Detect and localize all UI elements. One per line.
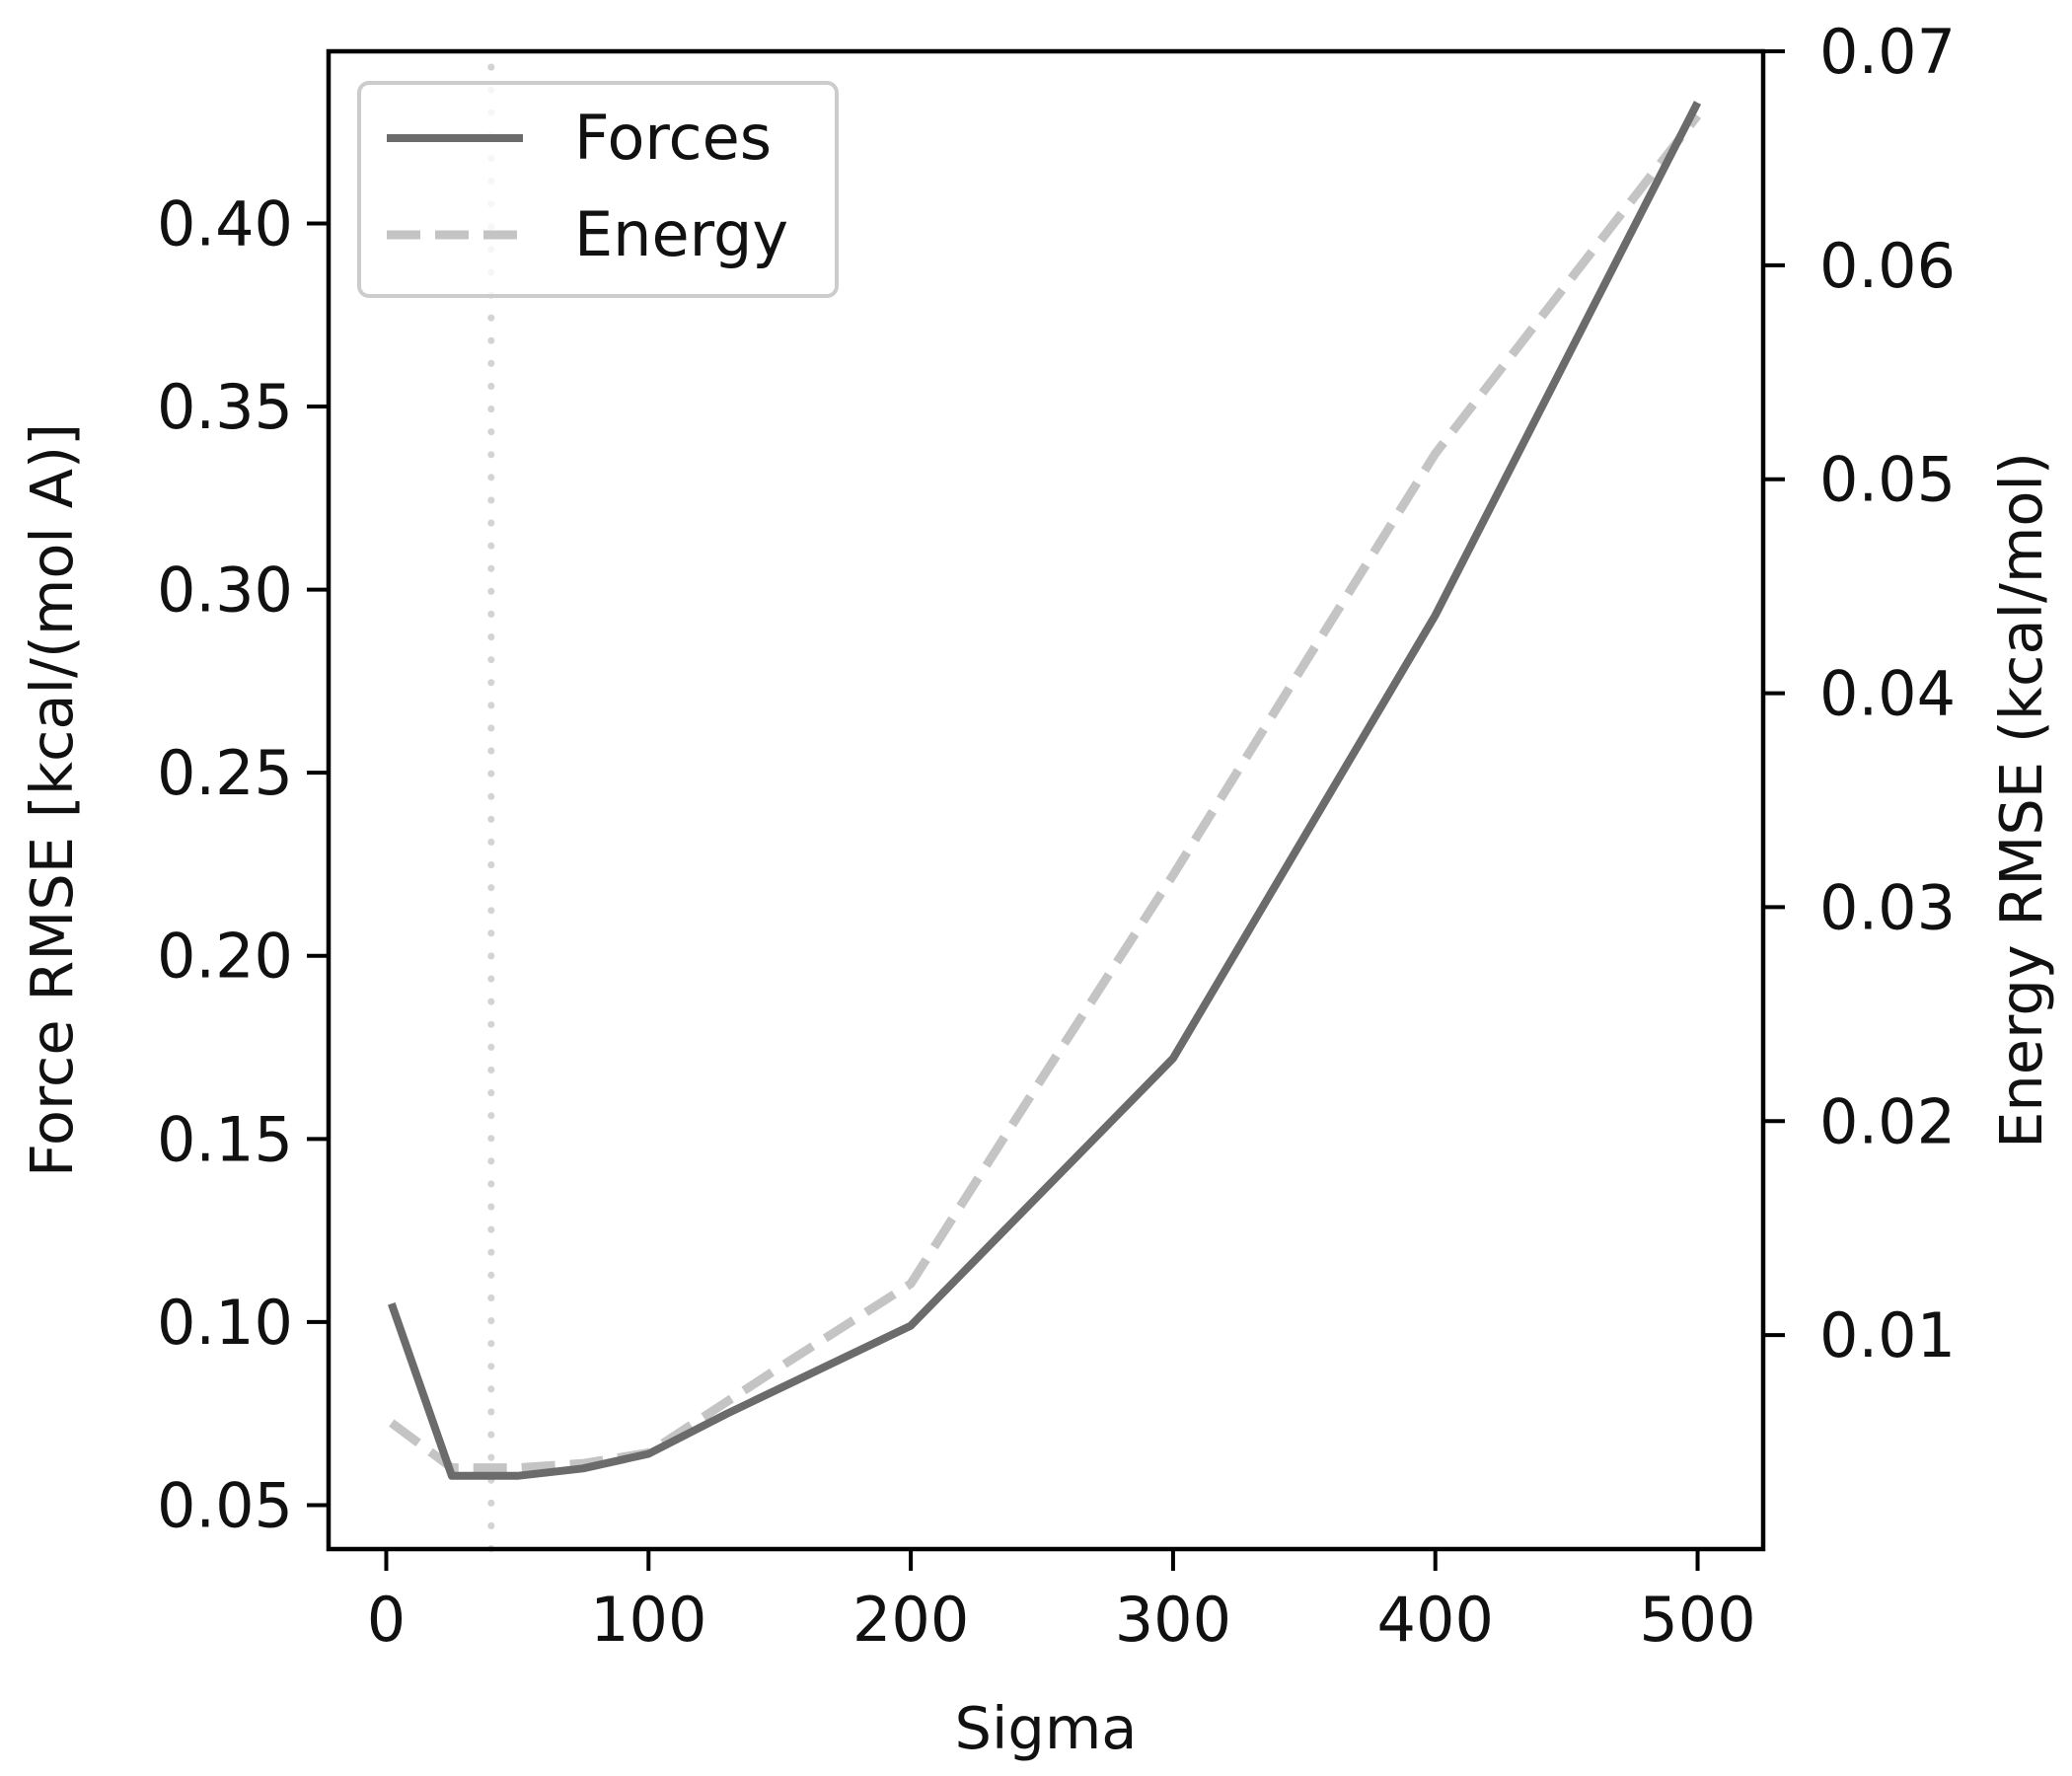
y2-tick-label: 0.07	[1819, 16, 1956, 88]
x-tick-label: 500	[1639, 1584, 1755, 1656]
x-tick-label: 0	[367, 1584, 406, 1656]
y-axis-label: Force RMSE [kcal/(mol A)]	[18, 423, 86, 1177]
y2-tick-label: 0.04	[1819, 658, 1956, 730]
axis-ticks: 0 100 200 300 400 500 0.05 0.10 0.15 0.20 0.25 0.30…	[157, 16, 1956, 1656]
y-tick-label: 0.30	[157, 555, 293, 627]
legend: Forces Energy	[357, 81, 839, 298]
x-tick-label: 100	[590, 1584, 706, 1656]
y-tick-label: 0.20	[157, 921, 293, 993]
legend-label-forces: Forces	[574, 102, 772, 174]
y2-tick-label: 0.01	[1819, 1299, 1956, 1371]
y2-tick-label: 0.03	[1819, 871, 1956, 943]
y2-tick-label: 0.06	[1819, 230, 1956, 302]
forces-series-line	[388, 101, 1702, 1480]
x-axis-label: Sigma	[955, 1694, 1138, 1762]
plot-frame	[326, 48, 1766, 1552]
x-tick-label: 200	[852, 1584, 969, 1656]
y2-axis-label: Energy RMSE (kcal/mol)	[1987, 452, 2055, 1148]
y2-tick-label: 0.05	[1819, 444, 1956, 516]
x-tick-label: 400	[1377, 1584, 1494, 1656]
legend-label-energy: Energy	[574, 198, 788, 270]
y-tick-label: 0.10	[157, 1287, 293, 1359]
series-lines	[388, 101, 1702, 1480]
y-tick-label: 0.15	[157, 1103, 293, 1175]
x-tick-label: 300	[1115, 1584, 1231, 1656]
y-tick-label: 0.40	[157, 187, 293, 259]
energy-series-line	[389, 112, 1702, 1473]
y-tick-label: 0.25	[157, 737, 293, 809]
y2-tick-label: 0.02	[1819, 1085, 1956, 1157]
y-tick-label: 0.05	[157, 1469, 293, 1541]
y-tick-label: 0.35	[157, 371, 293, 443]
